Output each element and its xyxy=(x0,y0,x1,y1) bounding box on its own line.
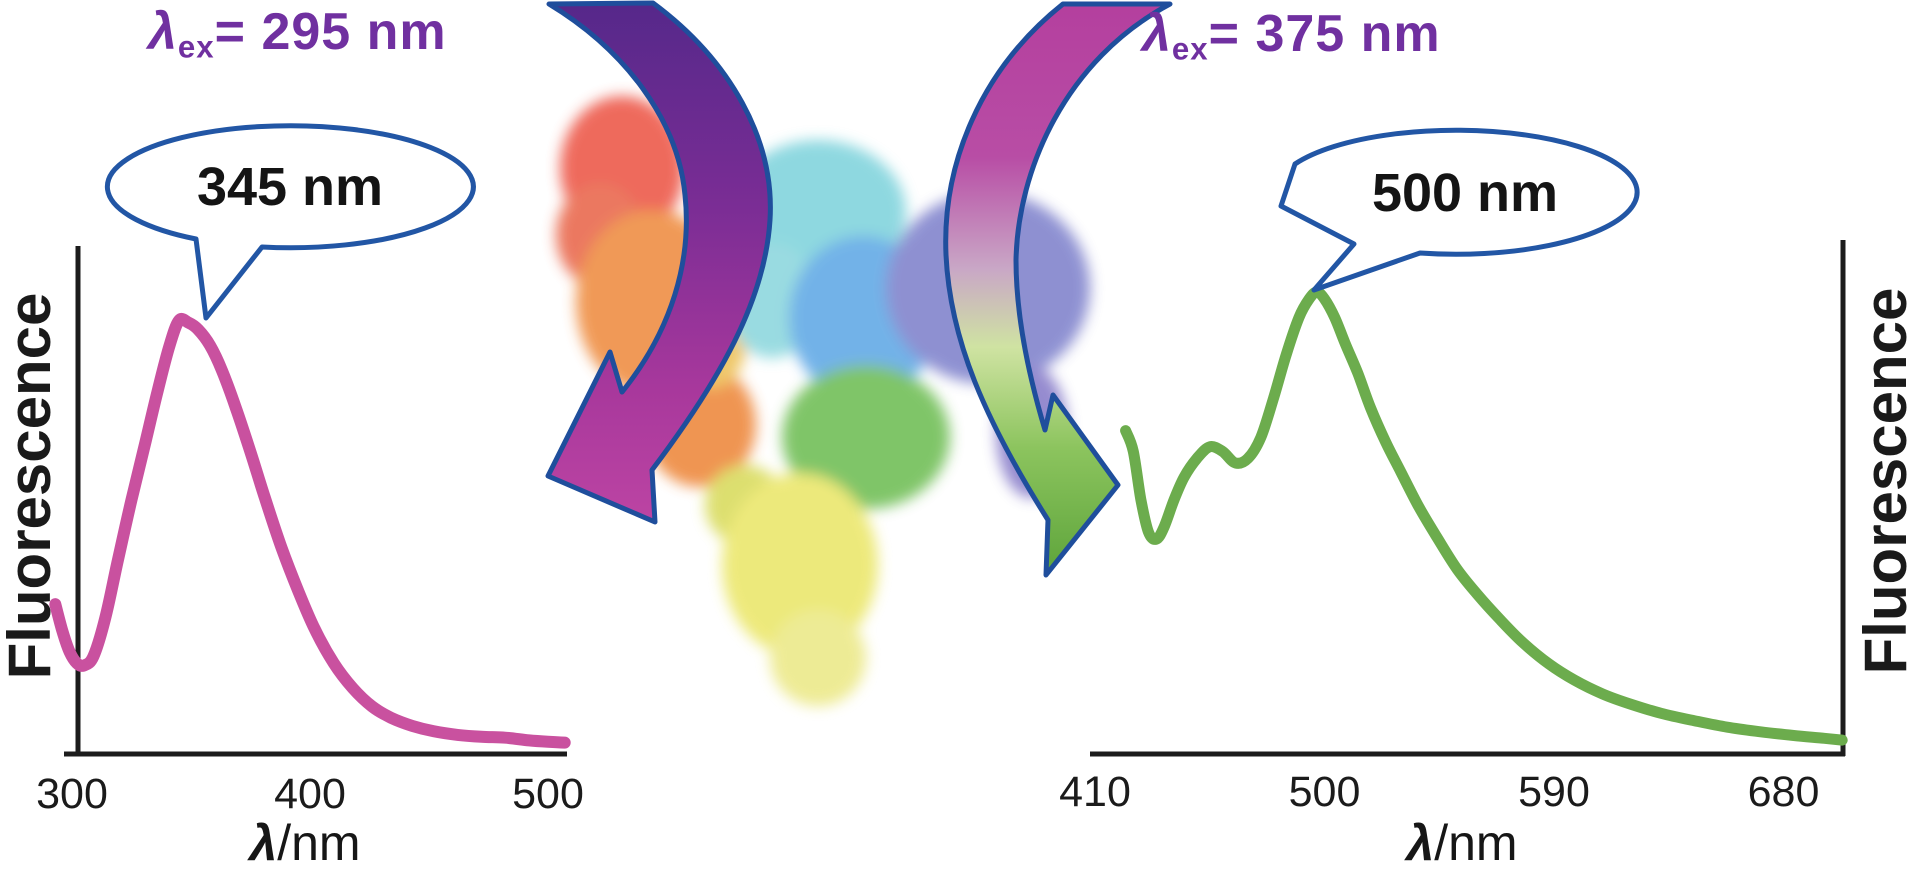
left-excitation-value: = 295 nm xyxy=(214,3,447,61)
per-nm-unit: /nm xyxy=(1434,815,1518,871)
lambda-symbol: λ xyxy=(1406,815,1435,871)
lambda-symbol: λ xyxy=(249,815,278,871)
left-emission-curve xyxy=(49,312,571,749)
protein-domain-green xyxy=(782,365,950,509)
left-excitation-label: λex= 295 nm xyxy=(148,2,447,66)
x-tick-label: 300 xyxy=(36,770,108,818)
lambda-subscript: ex xyxy=(1171,31,1209,67)
left-excitation-arrow xyxy=(545,0,773,525)
left-x-axis-title: λ/nm xyxy=(249,814,360,872)
x-tick-label: 590 xyxy=(1518,768,1590,816)
x-tick-label: 400 xyxy=(274,770,346,818)
lambda-symbol: λ xyxy=(148,3,178,61)
right-excitation-label: λex= 375 nm xyxy=(1142,4,1441,68)
left-peak-callout-bubble xyxy=(104,123,476,321)
right-excitation-value: = 375 nm xyxy=(1208,5,1441,63)
right-excitation-arrow xyxy=(943,1,1173,578)
right-chart-axes xyxy=(1090,240,1846,757)
right-x-axis-title: λ/nm xyxy=(1406,814,1517,872)
right-peak-callout-bubble xyxy=(1278,127,1640,293)
left-y-axis-title: Fluorescence xyxy=(0,292,63,680)
per-nm-unit: /nm xyxy=(277,815,361,871)
right-y-axis-title: Fluorescence xyxy=(1852,287,1919,675)
left-chart-axes xyxy=(64,246,567,757)
right-emission-curve xyxy=(1120,286,1848,746)
x-tick-label: 500 xyxy=(1288,768,1361,816)
lambda-subscript: ex xyxy=(177,29,215,65)
left-peak-callout-text: 345 nm xyxy=(196,157,384,217)
lambda-symbol: λ xyxy=(1142,5,1172,63)
x-tick-label: 500 xyxy=(512,770,584,818)
right-peak-callout-text: 500 nm xyxy=(1371,163,1559,223)
protein-domain-yellow xyxy=(722,473,878,657)
x-tick-label: 680 xyxy=(1747,768,1820,816)
x-tick-label: 410 xyxy=(1059,768,1131,816)
protein-domain-yellow-tail xyxy=(770,610,866,706)
